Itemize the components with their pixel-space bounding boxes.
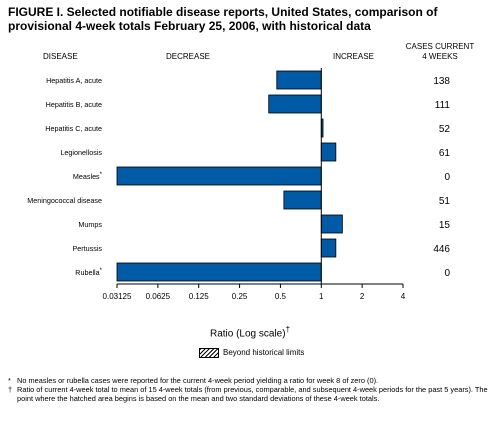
- cases-value: 15: [439, 220, 451, 231]
- cases-header-line1: CASES CURRENT: [405, 42, 475, 51]
- x-tick-label: 1: [319, 292, 324, 301]
- hatched-legend-swatch: [199, 348, 219, 358]
- x-tick-label: 0.0625: [146, 292, 171, 301]
- x-tick-label: 4: [401, 292, 406, 301]
- bar-chart: Hepatitis A, acute 138 Hepatitis B, acute 1…: [27, 68, 451, 301]
- footnote-mark: †: [8, 385, 13, 394]
- x-tick-label: 0.5: [275, 292, 287, 301]
- increase-header: INCREASE: [333, 52, 374, 61]
- cases-value: 0: [444, 172, 450, 183]
- category-label: Rubella*: [75, 268, 102, 277]
- cases-header: CASES CURRENT 4 WEEKS: [390, 42, 490, 62]
- legend: Beyond historical limits: [199, 348, 304, 358]
- x-tick-label: 0.03125: [103, 292, 132, 301]
- bar: [283, 190, 322, 210]
- footnote-text: No measles or rubella cases were reporte…: [17, 376, 379, 385]
- footnote-mark: *: [8, 376, 11, 385]
- cases-value: 138: [433, 76, 450, 87]
- bar: [268, 94, 322, 114]
- category-label: Measles*: [73, 172, 103, 181]
- x-tick-label: 2: [360, 292, 365, 301]
- category-label: Meningococcal disease: [27, 196, 102, 205]
- x-tick-label: 0.125: [189, 292, 210, 301]
- footnote: † Ratio of current 4-week total to mean …: [8, 385, 496, 403]
- x-tick-label: 0.25: [232, 292, 248, 301]
- cases-value: 0: [444, 268, 450, 279]
- category-label: Pertussis: [72, 244, 102, 253]
- cases-header-line2: 4 WEEKS: [422, 52, 458, 61]
- bar: [320, 214, 343, 234]
- bar: [116, 166, 322, 186]
- cases-value: 111: [435, 100, 451, 111]
- category-label: Hepatitis B, acute: [46, 100, 102, 109]
- bar: [276, 70, 322, 90]
- cases-value: 52: [439, 124, 451, 135]
- category-label: Hepatitis C, acute: [45, 124, 102, 133]
- category-mark: *: [100, 268, 103, 274]
- cases-value: 61: [439, 148, 451, 159]
- category-label: Legionellosis: [60, 148, 102, 157]
- cases-value: 51: [439, 196, 451, 207]
- legend-label: Beyond historical limits: [223, 348, 305, 358]
- decrease-header: DECREASE: [166, 52, 211, 61]
- bar: [116, 262, 322, 282]
- disease-header: DISEASE: [43, 52, 78, 61]
- x-axis-title: Ratio (Log scale)†: [0, 325, 500, 339]
- bar: [320, 238, 337, 258]
- category-label: Mumps: [78, 220, 102, 229]
- footnote: * No measles or rubella cases were repor…: [8, 376, 496, 385]
- x-axis-title-mark: †: [285, 325, 291, 334]
- bar: [320, 142, 337, 162]
- figure-title: FIGURE I. Selected notifiable disease re…: [8, 5, 438, 33]
- footnote-text: Ratio of current 4-week total to mean of…: [17, 385, 488, 403]
- x-axis-title-text: Ratio (Log scale): [209, 328, 286, 340]
- category-mark: *: [100, 172, 103, 178]
- cases-value: 446: [433, 244, 450, 255]
- footnotes: * No measles or rubella cases were repor…: [8, 376, 496, 403]
- category-label: Hepatitis A, acute: [46, 76, 102, 85]
